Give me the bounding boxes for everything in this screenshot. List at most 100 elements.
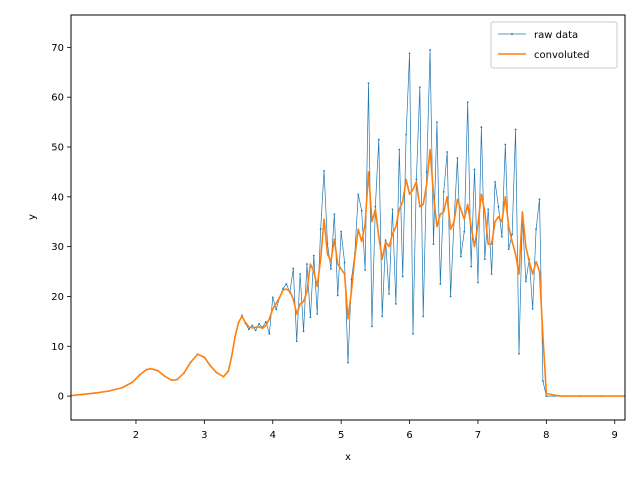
data-point [316, 312, 319, 315]
data-point [545, 395, 548, 397]
data-point [364, 269, 366, 271]
data-point [367, 82, 370, 85]
data-point [466, 101, 469, 104]
data-point [384, 239, 387, 242]
data-point [360, 209, 363, 212]
data-point [456, 157, 459, 159]
y-tick-label: 0 [58, 392, 64, 403]
data-point [285, 283, 288, 285]
data-point [268, 332, 271, 335]
data-point [340, 230, 343, 233]
data-point [446, 151, 449, 153]
data-point [381, 315, 384, 318]
data-point [497, 205, 500, 208]
data-point [398, 148, 401, 151]
data-point [347, 361, 349, 364]
data-point [371, 325, 373, 328]
x-tick-label: 6 [406, 430, 412, 441]
data-point [507, 248, 510, 251]
legend-label-convoluted: convoluted [534, 50, 590, 61]
axes-frame [70, 14, 626, 421]
data-point [429, 48, 431, 51]
data-point [312, 254, 315, 257]
y-tick-label: 70 [51, 43, 64, 54]
x-axis: 2 3 4 5 6 7 8 9 [133, 420, 618, 441]
data-point [275, 308, 278, 311]
series-layer [71, 48, 625, 397]
y-tick-label: 50 [51, 143, 64, 154]
data-point [473, 168, 476, 171]
x-tick-label: 2 [133, 430, 139, 441]
data-point [299, 273, 302, 275]
data-point [442, 190, 445, 193]
data-point [422, 315, 425, 318]
data-point [535, 228, 537, 231]
data-point [391, 208, 394, 211]
data-point [405, 133, 408, 136]
data-point [323, 170, 325, 172]
data-point [292, 267, 295, 270]
x-tick-label: 4 [270, 430, 276, 441]
legend-box [490, 21, 618, 69]
x-tick-label: 7 [475, 430, 481, 441]
data-point [418, 86, 421, 89]
data-point [254, 329, 257, 332]
data-point [439, 283, 442, 285]
data-point [394, 303, 397, 305]
y-tick-label: 60 [51, 93, 64, 104]
data-point [336, 294, 339, 297]
data-point [459, 255, 462, 258]
data-point [271, 296, 274, 299]
legend-label-raw-data: raw data [534, 30, 578, 41]
x-tick-label: 5 [338, 430, 344, 441]
series-line-convoluted [71, 148, 625, 397]
y-tick-label: 40 [51, 192, 64, 203]
data-point [500, 235, 503, 238]
y-tick-label: 30 [51, 242, 64, 253]
data-point [377, 138, 380, 141]
data-point [518, 352, 520, 355]
data-point [374, 205, 377, 208]
plot-area [70, 14, 626, 421]
data-point [470, 265, 473, 268]
data-point [309, 316, 312, 319]
data-point [302, 330, 305, 333]
data-point [282, 287, 284, 290]
data-point [333, 213, 336, 216]
x-tick-label: 8 [543, 430, 549, 441]
data-point [408, 52, 411, 55]
data-point [265, 320, 267, 323]
data-point [538, 198, 541, 201]
data-point [504, 143, 507, 146]
data-point [319, 228, 322, 231]
x-tick-label: 3 [201, 430, 207, 441]
data-point [531, 308, 534, 310]
data-point [432, 243, 435, 246]
data-point [463, 230, 466, 233]
data-point [295, 340, 298, 343]
data-point [357, 193, 360, 196]
data-point [494, 180, 496, 183]
y-tick-label: 20 [51, 292, 64, 303]
data-point [490, 273, 493, 275]
data-point [514, 128, 517, 131]
data-point [247, 328, 250, 331]
data-point [449, 295, 452, 298]
data-point [306, 263, 308, 265]
data-point [480, 126, 483, 128]
legend: raw data convoluted [490, 21, 618, 69]
y-tick-label: 10 [51, 342, 64, 353]
data-point [343, 261, 346, 264]
data-point [477, 281, 479, 284]
data-point [401, 275, 404, 278]
data-point [258, 322, 260, 325]
data-point [436, 121, 438, 123]
y-axis: 0 10 20 30 40 50 60 70 [51, 43, 71, 403]
data-point [542, 380, 544, 383]
x-axis-label: x [345, 452, 351, 463]
legend-marker-raw-data [511, 33, 513, 35]
data-point [524, 280, 527, 283]
data-point [251, 324, 254, 327]
data-point [415, 178, 418, 181]
